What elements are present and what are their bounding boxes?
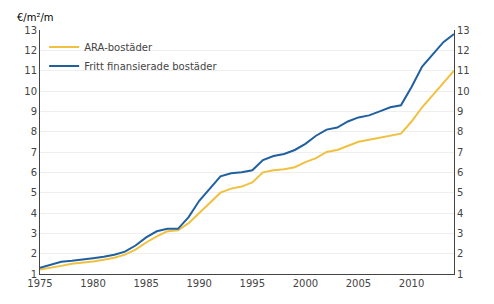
svg-text:1: 1 — [457, 269, 463, 280]
svg-text:2005: 2005 — [346, 278, 371, 289]
svg-text:11: 11 — [24, 65, 37, 76]
svg-text:4: 4 — [31, 208, 37, 219]
svg-text:5: 5 — [457, 187, 463, 198]
svg-text:12: 12 — [24, 45, 37, 56]
svg-text:7: 7 — [31, 147, 37, 158]
svg-text:13: 13 — [457, 25, 470, 36]
svg-text:2000: 2000 — [293, 278, 318, 289]
svg-text:5: 5 — [31, 187, 37, 198]
svg-text:Fritt finansierade bostäder: Fritt finansierade bostäder — [84, 61, 217, 72]
svg-text:6: 6 — [31, 167, 37, 178]
svg-text:4: 4 — [457, 208, 463, 219]
svg-text:2010: 2010 — [399, 278, 424, 289]
svg-text:3: 3 — [457, 228, 463, 239]
svg-text:1: 1 — [31, 269, 37, 280]
svg-text:€/m²/m: €/m²/m — [17, 12, 54, 23]
svg-text:1985: 1985 — [133, 278, 158, 289]
svg-text:8: 8 — [31, 126, 37, 137]
svg-text:9: 9 — [457, 106, 463, 117]
svg-text:1995: 1995 — [240, 278, 265, 289]
svg-text:6: 6 — [457, 167, 463, 178]
svg-text:13: 13 — [24, 25, 37, 36]
svg-text:10: 10 — [457, 86, 470, 97]
svg-text:1990: 1990 — [187, 278, 212, 289]
svg-text:2: 2 — [31, 248, 37, 259]
svg-text:11: 11 — [457, 65, 470, 76]
svg-text:1980: 1980 — [80, 278, 105, 289]
svg-text:ARA-bostäder: ARA-bostäder — [84, 42, 153, 53]
svg-text:2: 2 — [457, 248, 463, 259]
svg-text:10: 10 — [24, 86, 37, 97]
svg-text:9: 9 — [31, 106, 37, 117]
svg-text:12: 12 — [457, 45, 470, 56]
svg-text:8: 8 — [457, 126, 463, 137]
svg-text:3: 3 — [31, 228, 37, 239]
svg-text:1975: 1975 — [27, 278, 52, 289]
svg-text:7: 7 — [457, 147, 463, 158]
